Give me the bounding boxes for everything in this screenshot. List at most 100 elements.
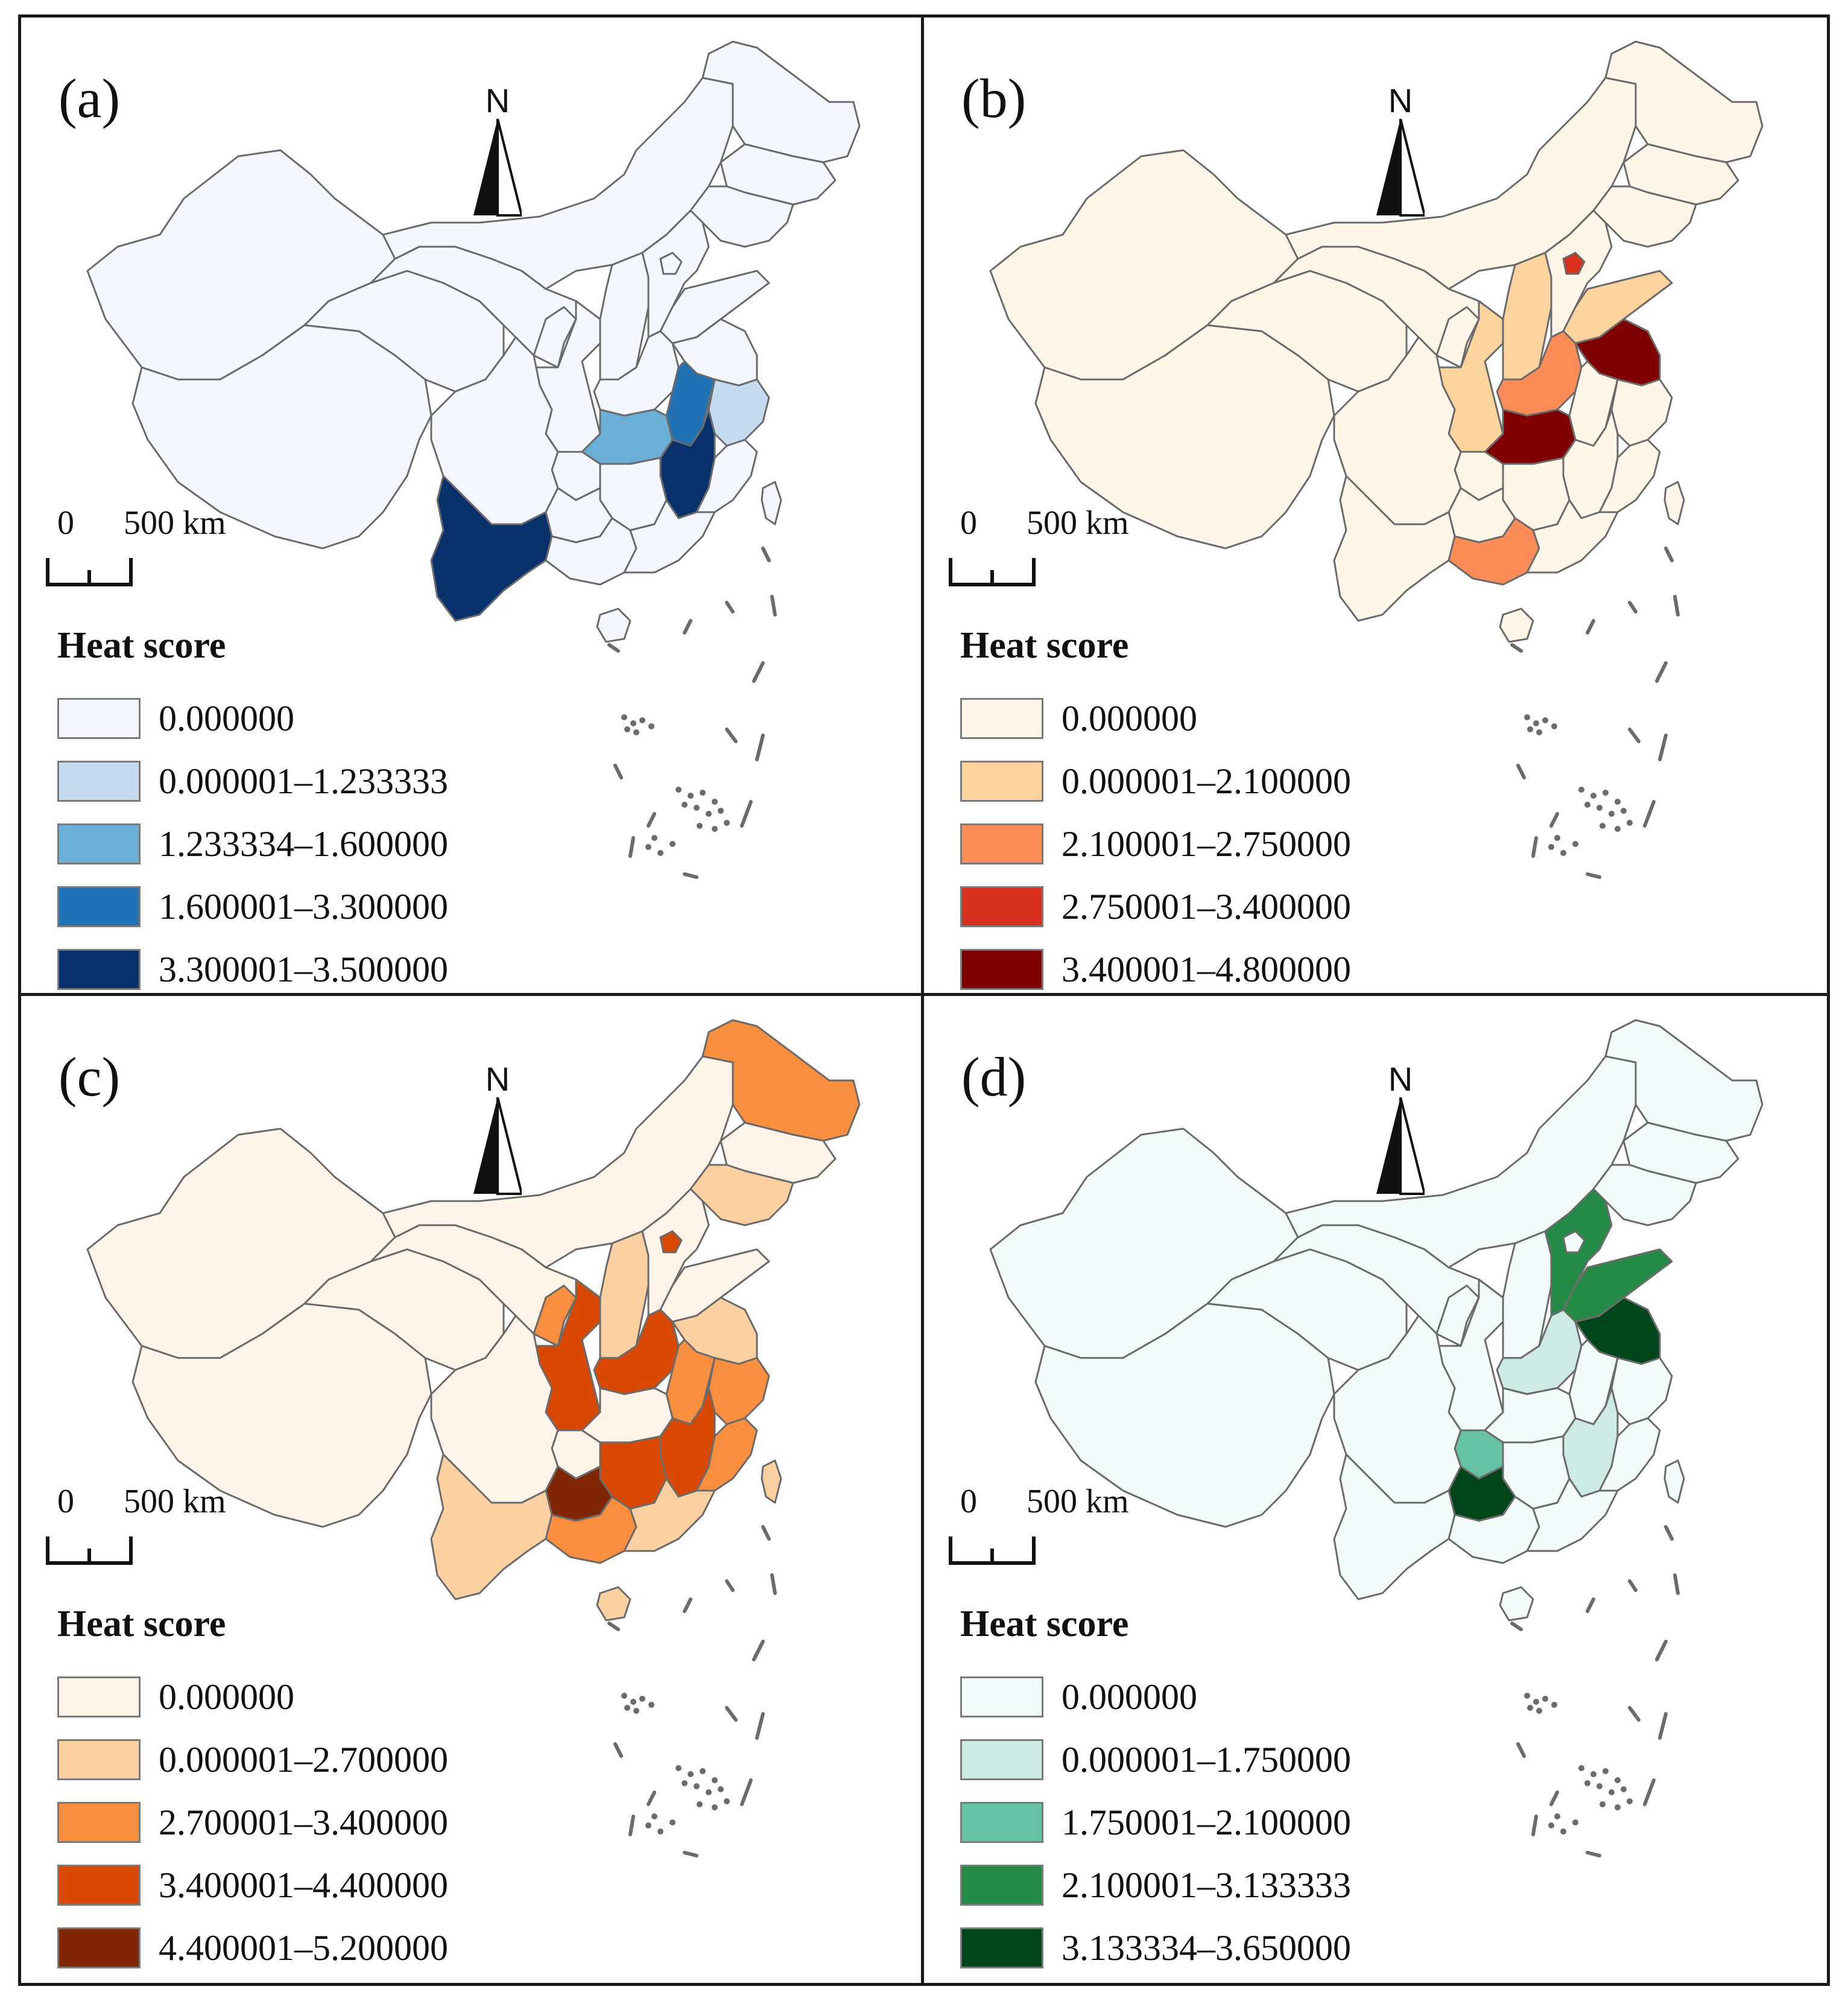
island-mark (639, 717, 645, 723)
nine-dash-line-segment (752, 1640, 765, 1661)
legend-item: 0.000000 (960, 687, 1503, 750)
nine-dash-line-segment (725, 601, 735, 614)
province-yunnan (1333, 1453, 1456, 1600)
island-mark (712, 799, 718, 805)
island-mark (694, 805, 700, 811)
legend-item: 2.100001–2.750000 (960, 813, 1503, 875)
island-mark (1560, 850, 1566, 856)
nine-dash-line-segment (683, 619, 692, 635)
north-arrow-icon (473, 119, 522, 217)
scale-end-label: 500 km (1027, 1483, 1129, 1520)
province-layer (989, 40, 1764, 643)
nine-dash-line-segment (761, 547, 771, 562)
province-layer (86, 1019, 861, 1622)
legend-label: 1.233334–1.600000 (159, 824, 448, 864)
island-mark (1527, 726, 1533, 732)
nine-dash-line-segment (1516, 1742, 1526, 1758)
nine-dash-line-segment (607, 643, 620, 653)
nine-dash-line-segment (1628, 601, 1638, 614)
island-mark (1615, 799, 1621, 805)
legend: Heat score 0.000000 0.000001–2.700000 2.… (57, 1605, 600, 1971)
island-mark (1536, 729, 1542, 735)
map-panel-a: (a) N 0 500 km Heat score 0.000000 0.000… (21, 17, 924, 993)
north-label: N (485, 1060, 510, 1098)
legend-label: 0.000000 (159, 699, 294, 738)
nine-dash-line-segment (1549, 812, 1559, 828)
legend-item: 3.133334–3.650000 (960, 1917, 1503, 1971)
nine-dash-line-segment (1658, 734, 1668, 761)
nine-dash-line-segment (1655, 1640, 1668, 1661)
legend-item: 4.400001–5.200000 (57, 1917, 600, 1971)
legend-title: Heat score (57, 1603, 226, 1644)
island-mark (1533, 1699, 1539, 1705)
panel-divider-horizontal (18, 993, 1830, 996)
island-mark (697, 823, 703, 829)
island-mark (1536, 1708, 1542, 1714)
province-heilongjiang (701, 40, 861, 163)
island-mark (1551, 723, 1557, 729)
nine-dash-line-segment (1628, 1579, 1638, 1592)
island-mark (1596, 1783, 1603, 1789)
island-mark (1524, 714, 1530, 720)
legend-label: 2.100001–3.133333 (1062, 1865, 1351, 1905)
legend-item: 2.750001–3.400000 (960, 875, 1503, 938)
scale-start-label: 0 (57, 1483, 74, 1520)
island-mark (718, 808, 724, 814)
legend-swatch (57, 698, 141, 739)
province-layer (86, 40, 861, 643)
nine-dash-line-segment (1531, 1815, 1538, 1836)
province-beijing (1562, 1230, 1586, 1254)
scale-bar: 0 500 km (45, 506, 226, 615)
nine-dash-line-segment (1510, 1622, 1523, 1631)
nine-dash-line-segment (740, 1778, 753, 1806)
nine-dash-line-segment (752, 661, 765, 683)
legend-label: 0.000001–2.700000 (159, 1740, 448, 1780)
scale-end-label: 500 km (1027, 504, 1129, 542)
province-hainan (596, 1586, 631, 1622)
legend-swatch (57, 949, 141, 990)
nine-dash-line-segment (1586, 619, 1595, 635)
island-mark (1548, 1822, 1554, 1828)
legend-swatch (960, 1739, 1043, 1780)
province-hainan (1499, 1586, 1534, 1622)
province-tibet (131, 1302, 432, 1528)
legend-title: Heat score (960, 625, 1129, 666)
island-mark (1596, 805, 1603, 811)
nine-dash-line-segment (1664, 1525, 1674, 1541)
nine-dash-line-segment (725, 1579, 735, 1592)
legend-label: 3.400001–4.400000 (159, 1865, 448, 1905)
province-yunnan (1333, 475, 1456, 622)
panel-label: (b) (961, 68, 1027, 129)
island-mark (1554, 1813, 1560, 1819)
island-mark (697, 1801, 703, 1807)
province-taiwan (761, 481, 782, 525)
legend-swatch (57, 886, 141, 927)
nine-dash-line-segment (1549, 1790, 1559, 1806)
island-mark (630, 1699, 636, 1705)
province-tibet (1034, 1302, 1335, 1528)
island-mark (1584, 1780, 1590, 1786)
nine-dash-line-segment (725, 1706, 738, 1722)
legend-swatch (960, 698, 1043, 739)
legend-swatch (57, 1676, 141, 1717)
legend-swatch (960, 761, 1043, 802)
island-mark (1524, 1693, 1530, 1699)
island-mark (706, 811, 712, 817)
scale-start-label: 0 (960, 1483, 977, 1520)
island-mark (676, 787, 682, 793)
nine-dash-line-segment (1628, 1706, 1641, 1722)
nine-dash-line-segment (725, 728, 738, 743)
legend-title: Heat score (960, 1603, 1129, 1644)
legend-item: 2.700001–3.400000 (57, 1791, 600, 1854)
province-guangdong (1526, 499, 1619, 574)
island-mark (621, 714, 627, 720)
province-beijing (1562, 252, 1586, 275)
legend-label: 3.133334–3.650000 (1062, 1928, 1351, 1968)
province-heilongjiang (701, 1019, 861, 1142)
legend-item: 0.000000 (57, 687, 600, 750)
choropleth-map (86, 40, 861, 879)
province-hainan (596, 607, 631, 643)
choropleth-map (86, 1019, 861, 1857)
island-mark (1578, 1765, 1584, 1771)
scale-bar: 0 500 km (948, 506, 1129, 615)
